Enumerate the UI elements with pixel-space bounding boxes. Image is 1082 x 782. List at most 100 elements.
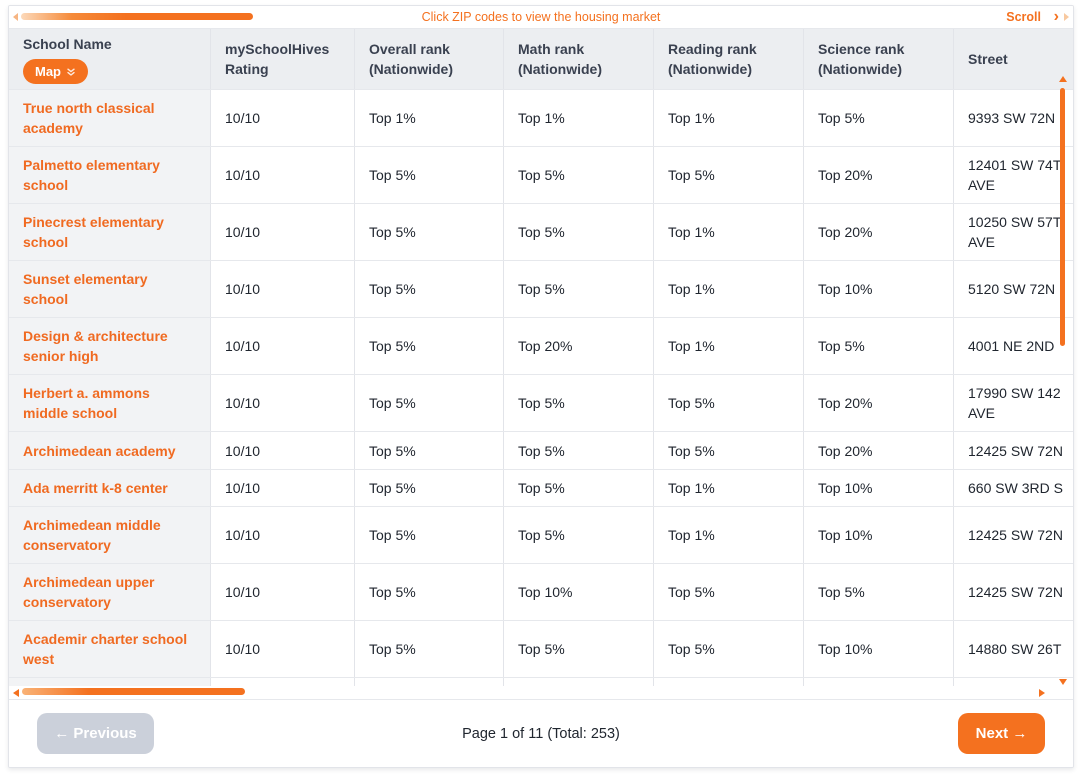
science-rank-cell: Top 10%: [804, 261, 954, 317]
street-cell: 12425 SW 72N: [968, 584, 1063, 600]
street-cell: 660 SW 3RD S: [968, 480, 1063, 496]
overall-rank-cell: Top 5%: [355, 564, 504, 620]
column-school-name: School Name Map: [9, 29, 211, 89]
school-name-link[interactable]: Archimedean academy: [23, 442, 176, 459]
table-row: Sunset elementary school 10/10 Top 5% To…: [9, 261, 1073, 318]
column-reading-rank: Reading rank (Nationwide): [654, 29, 804, 89]
reading-rank-cell: Top 1%: [654, 507, 804, 563]
bottom-scroll-bar: [9, 686, 1073, 700]
table-row: Archimedean upper conservatory 10/10 Top…: [9, 564, 1073, 621]
rating-cell: 10/10: [211, 432, 355, 469]
math-rank-cell: Top 1%: [504, 90, 654, 146]
table-header-row: School Name Map mySchoolHives Rating Ove…: [9, 28, 1073, 90]
math-rank-cell: Top 5%: [504, 147, 654, 203]
table-row: True north classical academy 10/10 Top 1…: [9, 90, 1073, 147]
top-scroll-bar: Click ZIP codes to view the housing mark…: [9, 6, 1073, 28]
math-rank-cell: Top 5%: [504, 470, 654, 506]
school-name-link[interactable]: Herbert a. ammons middle school: [23, 385, 150, 421]
scroll-down-arrow-icon[interactable]: [1059, 679, 1067, 685]
chevron-right-icon[interactable]: ›: [1053, 8, 1059, 25]
science-rank-cell: Top 5%: [804, 318, 954, 374]
street-cell: 5120 SW 72N: [968, 281, 1056, 297]
math-rank-cell: Top 5%: [504, 261, 654, 317]
rating-cell: 10/10: [211, 564, 355, 620]
rating-cell: 10/10: [211, 318, 355, 374]
map-button[interactable]: Map: [23, 59, 88, 84]
horizontal-scrollbar-thumb-bottom[interactable]: [22, 688, 245, 695]
table-row: Pinecrest elementary school 10/10 Top 5%…: [9, 204, 1073, 261]
reading-rank-cell: Top 5%: [654, 621, 804, 677]
column-overall-rank: Overall rank (Nationwide): [355, 29, 504, 89]
rating-cell: 10/10: [211, 375, 355, 431]
school-name-link[interactable]: Archimedean middle conservatory: [23, 517, 161, 553]
street-cell: 17990 SW 142 AVE: [968, 385, 1061, 421]
scroll-hint-label[interactable]: Scroll: [1006, 10, 1041, 24]
math-rank-cell: Top 10%: [504, 564, 654, 620]
math-rank-cell: Top 5%: [504, 621, 654, 677]
overall-rank-cell: Top 1%: [355, 90, 504, 146]
overall-rank-cell: Top 5%: [355, 375, 504, 431]
scroll-right-arrow-icon[interactable]: [1039, 689, 1045, 697]
column-science-rank: Science rank (Nationwide): [804, 29, 954, 89]
rating-cell: 10/10: [211, 261, 355, 317]
rating-cell: 10/10: [211, 621, 355, 677]
overall-rank-cell: Top 5%: [355, 470, 504, 506]
scroll-up-arrow-icon[interactable]: [1059, 76, 1067, 82]
zip-codes-notice: Click ZIP codes to view the housing mark…: [421, 10, 661, 24]
overall-rank-cell: Top 5%: [355, 318, 504, 374]
school-name-link[interactable]: Ada merritt k-8 center: [23, 480, 168, 496]
scroll-left-arrow-icon[interactable]: [13, 689, 19, 697]
schools-table: School Name Map mySchoolHives Rating Ove…: [9, 28, 1073, 686]
previous-page-button[interactable]: ← Previous: [37, 713, 154, 754]
math-rank-cell: Top 5%: [504, 432, 654, 469]
reading-rank-cell: Top 1%: [654, 90, 804, 146]
school-name-link[interactable]: Palmetto elementary school: [23, 157, 160, 193]
page-info-label: Page 1 of 11 (Total: 253): [462, 725, 620, 742]
overall-rank-cell: Top 5%: [355, 507, 504, 563]
scroll-left-arrow-icon[interactable]: [13, 13, 18, 21]
vertical-scroll-bar: [1059, 74, 1067, 687]
street-cell: 12425 SW 72N: [968, 442, 1063, 459]
next-page-button[interactable]: Next →: [958, 713, 1045, 754]
column-rating: mySchoolHives Rating: [211, 29, 355, 89]
rating-cell: 10/10: [211, 507, 355, 563]
math-rank-cell: Top 5%: [504, 204, 654, 260]
overall-rank-cell: Top 5%: [355, 261, 504, 317]
table-row: Herbert a. ammons middle school 10/10 To…: [9, 375, 1073, 432]
column-street: Street: [968, 51, 1008, 67]
rating-cell: 10/10: [211, 90, 355, 146]
column-math-rank: Math rank (Nationwide): [504, 29, 654, 89]
school-name-link[interactable]: Pinecrest elementary school: [23, 214, 164, 250]
science-rank-cell: Top 10%: [804, 507, 954, 563]
street-cell: 12401 SW 74T AVE: [968, 157, 1062, 193]
street-cell: 12425 SW 72N: [968, 527, 1063, 543]
overall-rank-cell: Top 5%: [355, 204, 504, 260]
scroll-right-arrow-icon[interactable]: [1064, 13, 1069, 21]
school-name-link[interactable]: Design & architecture senior high: [23, 328, 168, 364]
school-name-link[interactable]: Archimedean upper conservatory: [23, 574, 155, 610]
rating-cell: 10/10: [211, 470, 355, 506]
school-name-header-label: School Name: [23, 36, 112, 52]
science-rank-cell: Top 10%: [804, 470, 954, 506]
overall-rank-cell: Top 5%: [355, 147, 504, 203]
school-name-link[interactable]: Academir charter school west: [23, 631, 188, 667]
science-rank-cell: Top 20%: [804, 375, 954, 431]
school-name-link[interactable]: True north classical academy: [23, 100, 155, 136]
street-cell: 4001 NE 2ND: [968, 338, 1055, 354]
math-rank-cell: Top 5%: [504, 375, 654, 431]
rating-cell: 10/10: [211, 204, 355, 260]
reading-rank-cell: Top 1%: [654, 470, 804, 506]
rating-cell: 10/10: [211, 147, 355, 203]
school-name-link[interactable]: Sunset elementary school: [23, 271, 148, 307]
science-rank-cell: Top 20%: [804, 204, 954, 260]
science-rank-cell: Top 20%: [804, 147, 954, 203]
vertical-scrollbar-thumb[interactable]: [1060, 88, 1065, 346]
table-row: Archimedean academy 10/10 Top 5% Top 5% …: [9, 432, 1073, 470]
table-row-partial: [9, 678, 1073, 686]
science-rank-cell: Top 5%: [804, 564, 954, 620]
horizontal-scrollbar-thumb-top[interactable]: [21, 13, 253, 20]
table-row: Palmetto elementary school 10/10 Top 5% …: [9, 147, 1073, 204]
math-rank-cell: Top 20%: [504, 318, 654, 374]
reading-rank-cell: Top 1%: [654, 261, 804, 317]
